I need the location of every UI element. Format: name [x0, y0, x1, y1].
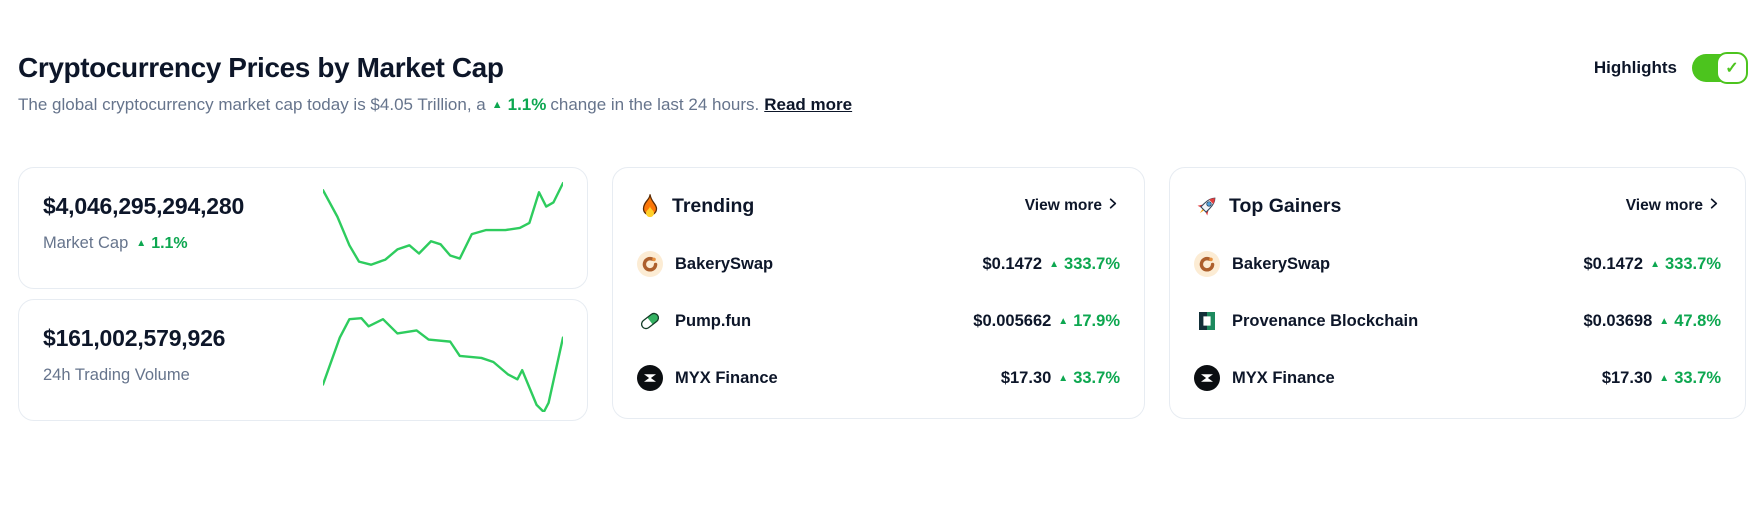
coin-identity: Provenance Blockchain — [1194, 308, 1418, 334]
highlights-toggle[interactable]: ✓ — [1692, 52, 1748, 84]
market-cap-label-row: Market Cap ▲ 1.1% — [43, 234, 563, 253]
rocket-icon — [1194, 193, 1220, 219]
change-up-icon: ▲ — [1058, 315, 1069, 327]
market-cap-label: Market Cap — [43, 234, 129, 252]
coin-row[interactable]: Pump.fun $0.005662 ▲ 17.9% — [637, 308, 1120, 334]
coin-row[interactable]: MYX Finance $17.30 ▲ 33.7% — [637, 365, 1120, 391]
coin-change: 47.8% — [1674, 311, 1721, 330]
change-up-icon: ▲ — [491, 99, 503, 111]
trading-volume-value: $161,002,579,926 — [43, 325, 226, 351]
change-up-icon: ▲ — [136, 238, 147, 249]
coin-identity: Pump.fun — [637, 308, 751, 334]
market-summary-text: The global cryptocurrency market cap tod… — [18, 95, 1746, 115]
pumpfun-icon — [637, 308, 663, 334]
coin-identity: MYX Finance — [1194, 365, 1335, 391]
coin-identity: MYX Finance — [637, 365, 778, 391]
trading-volume-label: 24h Trading Volume — [43, 366, 190, 384]
top-gainers-title-wrap: Top Gainers — [1194, 193, 1341, 219]
market-cap-change: 1.1% — [151, 234, 188, 252]
coin-name: BakerySwap — [1232, 254, 1331, 273]
bakeryswap-icon — [637, 251, 663, 277]
coin-price-group: $0.005662 ▲ 17.9% — [973, 312, 1120, 331]
top-gainers-coin-list: BakerySwap $0.1472 ▲ 333.7% Provenance B… — [1194, 251, 1721, 391]
highlight-cards-row: $4,046,295,294,280 Market Cap ▲ 1.1% $16… — [18, 167, 1746, 421]
coin-price-group: $17.30 ▲ 33.7% — [1001, 369, 1120, 388]
trading-volume-card[interactable]: $161,002,579,926 24h Trading Volume — [18, 299, 588, 421]
page-header: Cryptocurrency Prices by Market Cap High… — [18, 52, 1748, 84]
market-cap-sparkline — [323, 178, 563, 280]
coin-name: MYX Finance — [675, 368, 778, 387]
stats-column: $4,046,295,294,280 Market Cap ▲ 1.1% $16… — [18, 167, 588, 421]
top-gainers-card-header: Top Gainers View more — [1194, 192, 1721, 220]
trending-view-more-link[interactable]: View more — [1025, 196, 1120, 216]
page-root: Cryptocurrency Prices by Market Cap High… — [0, 52, 1760, 421]
coin-row[interactable]: Provenance Blockchain $0.03698 ▲ 47.8% — [1194, 308, 1721, 334]
coin-change: 33.7% — [1073, 368, 1120, 387]
coin-price-group: $0.1472 ▲ 333.7% — [1583, 255, 1721, 274]
top-gainers-view-more-link[interactable]: View more — [1626, 196, 1721, 216]
coin-row[interactable]: BakerySwap $0.1472 ▲ 333.7% — [637, 251, 1120, 277]
summary-change: 1.1% — [507, 95, 547, 114]
coin-change: 17.9% — [1073, 311, 1120, 330]
coin-row[interactable]: MYX Finance $17.30 ▲ 33.7% — [1194, 365, 1721, 391]
chevron-right-icon — [1706, 196, 1721, 216]
highlights-label: Highlights — [1593, 58, 1677, 77]
coin-name: BakerySwap — [675, 254, 774, 273]
coin-identity: BakerySwap — [637, 251, 773, 277]
top-gainers-card: Top Gainers View more BakerySwap $0.1472… — [1169, 167, 1746, 419]
bakeryswap-icon — [1194, 251, 1220, 277]
trending-title-wrap: Trending — [637, 193, 754, 219]
coin-identity: BakerySwap — [1194, 251, 1330, 277]
summary-prefix: The global cryptocurrency market cap tod… — [18, 95, 486, 114]
highlights-control: Highlights ✓ — [1593, 52, 1748, 84]
trading-volume-label-row: 24h Trading Volume — [43, 366, 563, 385]
coin-name: MYX Finance — [1232, 368, 1335, 387]
summary-suffix: change in the last 24 hours. — [550, 95, 760, 114]
myx-finance-icon — [637, 365, 663, 391]
change-up-icon: ▲ — [1058, 372, 1069, 384]
coin-price: $0.1472 — [982, 254, 1043, 273]
view-more-label: View more — [1024, 197, 1102, 214]
trending-card-header: Trending View more — [637, 192, 1120, 220]
change-up-icon: ▲ — [1049, 258, 1060, 270]
coin-price-group: $17.30 ▲ 33.7% — [1602, 369, 1721, 388]
market-cap-card[interactable]: $4,046,295,294,280 Market Cap ▲ 1.1% — [18, 167, 588, 289]
myx-finance-icon — [1194, 365, 1220, 391]
page-title: Cryptocurrency Prices by Market Cap — [18, 52, 504, 83]
coin-change: 333.7% — [1665, 254, 1721, 273]
top-gainers-title: Top Gainers — [1229, 194, 1342, 217]
trending-coin-list: BakerySwap $0.1472 ▲ 333.7% Pump.fun $0.… — [637, 251, 1120, 391]
coin-change: 333.7% — [1064, 254, 1120, 273]
coin-price: $0.1472 — [1583, 254, 1644, 273]
coin-price: $0.005662 — [973, 311, 1052, 330]
coin-price-group: $0.1472 ▲ 333.7% — [982, 255, 1120, 274]
check-icon: ✓ — [1716, 52, 1748, 84]
view-more-label: View more — [1625, 197, 1703, 214]
coin-price-group: $0.03698 ▲ 47.8% — [1583, 312, 1721, 331]
trending-card: Trending View more BakerySwap $0.1472 ▲ … — [612, 167, 1145, 419]
change-up-icon: ▲ — [1659, 315, 1670, 327]
coin-price: $17.30 — [1601, 368, 1653, 387]
change-up-icon: ▲ — [1659, 372, 1670, 384]
change-up-icon: ▲ — [1650, 258, 1661, 270]
flame-icon — [637, 193, 663, 219]
trading-volume-sparkline — [323, 310, 563, 412]
coin-name: Provenance Blockchain — [1232, 311, 1419, 330]
coin-row[interactable]: BakerySwap $0.1472 ▲ 333.7% — [1194, 251, 1721, 277]
coin-price: $17.30 — [1000, 368, 1052, 387]
provenance-icon — [1194, 308, 1220, 334]
coin-name: Pump.fun — [675, 311, 752, 330]
read-more-link[interactable]: Read more — [764, 95, 853, 114]
coin-change: 33.7% — [1674, 368, 1721, 387]
market-cap-value: $4,046,295,294,280 — [43, 193, 245, 219]
trending-title: Trending — [672, 194, 755, 217]
chevron-right-icon — [1105, 196, 1120, 216]
coin-price: $0.03698 — [1583, 311, 1653, 330]
